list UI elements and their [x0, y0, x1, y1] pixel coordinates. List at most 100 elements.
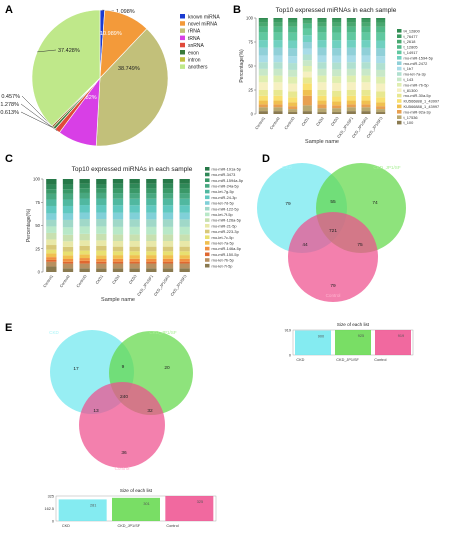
legend-swatch — [397, 77, 402, 82]
bar-segment — [79, 183, 90, 189]
bar-segment — [317, 55, 327, 63]
bar-segment — [79, 254, 90, 259]
legend-swatch — [397, 83, 402, 87]
x-tick-label: CKD2 — [112, 274, 121, 285]
bar-segment — [258, 18, 268, 20]
bar-segment — [361, 32, 371, 41]
sizes-bar-value: 281 — [90, 503, 96, 507]
bar-segment — [46, 261, 57, 267]
bar-segment — [317, 19, 327, 23]
bar-segment — [62, 251, 74, 256]
bar-segment — [162, 198, 174, 206]
bar-segment — [346, 75, 356, 83]
venn-region-count: 79 — [285, 201, 291, 207]
bar-segment — [46, 219, 57, 227]
bar-segment — [112, 219, 124, 227]
bar-segment — [288, 63, 298, 70]
bar-segment — [79, 226, 90, 234]
bar-segment — [46, 266, 57, 272]
bar-segment — [79, 250, 90, 255]
y-tick-label: 75 — [248, 40, 253, 45]
sizes-y-tick: 325 — [48, 495, 54, 499]
bar-segment — [332, 19, 342, 23]
legend-label: rno-miR-21-5p — [212, 223, 237, 228]
bar-segment — [346, 107, 356, 112]
bar-segment — [96, 184, 107, 189]
panel-label-b: B — [233, 4, 241, 16]
pie-slice-label: 0.457% — [1, 94, 20, 100]
bar-segment — [129, 212, 140, 220]
x-tick-label: CKD_JP1/SF1 — [137, 274, 154, 297]
bar-segment — [258, 62, 268, 69]
bar-segment — [317, 26, 327, 33]
legend-swatch — [180, 50, 185, 55]
legend-label: rRNA — [188, 29, 201, 35]
legend-swatch — [397, 99, 402, 103]
bar-segment — [317, 82, 327, 90]
bar-segment — [346, 68, 356, 76]
y-tick-label: 0 — [38, 270, 41, 275]
legend-swatch — [180, 57, 185, 62]
bar-segment — [361, 104, 371, 108]
legend-swatch — [397, 29, 402, 33]
bar-segment — [317, 75, 327, 83]
pie-slice-label: 38.749% — [118, 66, 140, 72]
bar-segment — [96, 226, 107, 234]
legend-swatch — [205, 224, 210, 228]
legend-label: rno-let-7a-5p — [212, 241, 234, 246]
bar-segment — [179, 193, 190, 199]
bar-segment — [273, 55, 283, 63]
bar-segment — [346, 90, 356, 96]
bar-segment — [332, 108, 342, 113]
bar-segment — [162, 241, 174, 247]
bar-segment — [162, 219, 174, 227]
legend-swatch — [205, 195, 210, 200]
x-tick-label: CKD3 — [128, 274, 137, 285]
bar-segment — [332, 22, 342, 27]
bar-segment — [258, 47, 268, 56]
y-tick-label: 100 — [246, 16, 254, 21]
bar-segment — [46, 257, 57, 260]
legend-label: t_12805 — [404, 45, 418, 50]
bar-segment — [79, 233, 90, 241]
x-tick-label: Control2 — [269, 116, 281, 130]
legend-label: rno-miR-30a-5p — [404, 93, 431, 98]
bar-segment — [332, 62, 342, 70]
legend-label: t_81300 — [404, 88, 419, 93]
bar-segment — [46, 232, 57, 240]
y-axis-label: Percentage(%) — [26, 208, 32, 242]
bar-segment — [179, 251, 190, 256]
bar-segment — [112, 188, 124, 194]
bar-segment — [317, 112, 327, 114]
bar-segment — [62, 246, 74, 252]
bar-segment — [96, 205, 107, 213]
bar-segment — [179, 263, 190, 269]
bar-segment — [376, 97, 386, 103]
sizes-bar — [375, 330, 411, 355]
bar-segment — [129, 193, 140, 199]
bar-segment — [129, 183, 140, 189]
bar-segment — [96, 188, 107, 193]
sizes-y-tick: 162.5 — [44, 507, 54, 511]
bar-segment — [302, 60, 312, 66]
sizes-bar-label: CKD_JP1/SF — [118, 524, 141, 528]
bar-segment — [179, 268, 190, 272]
venn-set-label: CKD — [282, 165, 292, 170]
bar-segment — [79, 263, 90, 269]
panel-label-a: A — [5, 4, 13, 16]
x-tick-label: Control3 — [284, 116, 296, 130]
legend-swatch — [205, 184, 210, 188]
legend-swatch — [205, 263, 210, 268]
bar-segment — [79, 212, 90, 219]
bar-segment — [162, 234, 174, 241]
bar-segment — [162, 193, 174, 199]
bar-segment — [62, 268, 74, 272]
bar-segment — [146, 226, 157, 235]
bar-segment — [112, 268, 124, 272]
bar-segment — [129, 198, 140, 206]
bar-segment — [258, 100, 268, 105]
bar-segment — [288, 83, 298, 92]
bar-segment — [361, 26, 371, 33]
bar-segment — [62, 227, 74, 235]
bar-segment — [62, 179, 74, 185]
